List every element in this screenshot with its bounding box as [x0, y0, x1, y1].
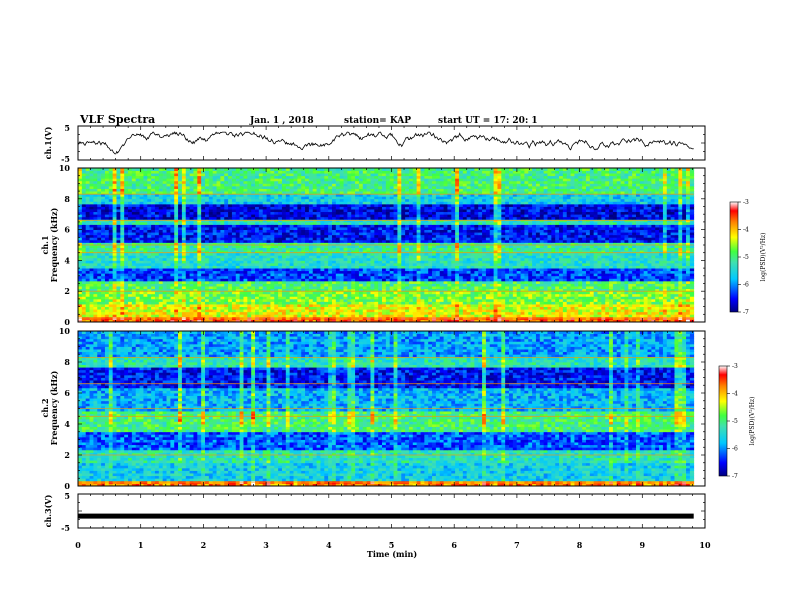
colorbar-tick-label: -4	[743, 227, 749, 234]
date-label: Jan. 1 , 2018	[249, 116, 314, 126]
ch1-spectrogram-panel: 0 2 4 6 8 10 ch.1 Frequency (kHz)	[40, 163, 706, 327]
frequency-tick-label: 4	[64, 419, 70, 429]
ch1-voltage-trace	[77, 131, 694, 155]
ch1-ylabel-channel: ch.1	[40, 235, 50, 254]
ch1-ytick-bottom: -5	[61, 154, 70, 164]
frequency-tick-label: 2	[64, 450, 70, 460]
time-tick-label: 10	[699, 540, 711, 550]
time-tick-label: 8	[577, 540, 583, 550]
ch2-colorbar-ticks: -3 -4 -5 -6 -7	[727, 363, 738, 480]
ch2-spectrogram-panel: 0 2 4 6 8 10 ch.2 Frequency (kHz)	[40, 326, 706, 491]
ch3-voltage-panel: 5 -5 ch.3(V)	[43, 491, 706, 533]
time-tick-label: 4	[326, 540, 332, 550]
time-tick-label: 6	[451, 540, 457, 550]
frequency-tick-label: 0	[64, 481, 70, 491]
ch1-spectrogram-image	[78, 168, 705, 323]
ch3-ylabel: ch.3(V)	[43, 494, 53, 527]
time-tick-label: 3	[263, 540, 269, 550]
frequency-tick-label: 2	[64, 286, 70, 296]
frequency-tick-label: 8	[64, 357, 70, 367]
time-tick-label: 5	[389, 540, 395, 550]
ch1-spectrogram-ticks	[77, 167, 706, 323]
ch3-ytick-top: 5	[64, 491, 70, 501]
time-tick-label: 7	[514, 540, 520, 550]
ch2-frequency-tick-labels: 0 2 4 6 8 10	[59, 326, 71, 491]
ch2-colorbar: -3 -4 -5 -6 -7 log(PSD)(V²/Hz)	[718, 363, 756, 480]
ch1-colorbar: -3 -4 -5 -6 -7 log(PSD)(V²/Hz)	[729, 199, 767, 316]
time-tick-label: 1	[138, 540, 144, 550]
frequency-tick-label: 10	[59, 163, 71, 173]
colorbar-tick-label: -5	[732, 418, 738, 425]
frequency-tick-label: 10	[59, 326, 71, 336]
ch1-ylabel: ch.1(V)	[43, 126, 53, 159]
ch1-ylabel-frequency: Frequency (kHz)	[49, 207, 59, 282]
colorbar-tick-label: -7	[743, 309, 749, 316]
time-tick-label: 9	[640, 540, 646, 550]
ch1-voltage-panel: 5 -5 ch.1(V)	[43, 123, 706, 164]
time-tick-label: 2	[201, 540, 207, 550]
ch1-colorbar-ticks: -3 -4 -5 -6 -7	[738, 199, 749, 316]
frequency-tick-label: 4	[64, 255, 70, 265]
ch3-ytick-bottom: -5	[61, 523, 70, 533]
ch1-frequency-tick-labels: 0 2 4 6 8 10	[59, 163, 71, 327]
colorbar-tick-label: -6	[732, 446, 738, 453]
ch2-ylabel-channel: ch.2	[40, 398, 50, 417]
ch3-voltage-trace	[78, 513, 694, 519]
colorbar-tick-label: -6	[743, 282, 749, 289]
ch2-spectrogram-ticks	[77, 330, 706, 487]
ch2-colorbar-label: log(PSD)(V²/Hz)	[749, 397, 756, 446]
ch2-spectrogram-image	[78, 331, 705, 487]
ch3-voltage-ticks	[77, 493, 706, 529]
station-label: station= KAP	[344, 116, 411, 126]
colorbar-tick-label: -5	[743, 254, 749, 261]
time-tick-label: 0	[75, 540, 81, 550]
ch1-colorbar-label: log(PSD)(V²/Hz)	[760, 233, 767, 282]
frequency-tick-label: 6	[64, 388, 70, 398]
ch1-ytick-top: 5	[64, 123, 70, 133]
colorbar-tick-label: -7	[732, 473, 738, 480]
time-axis-tick-labels: 0 1 2 3 4 5 6 7 8 9 10	[75, 540, 711, 550]
ch2-ylabel-frequency: Frequency (kHz)	[49, 370, 59, 445]
start-time-label: start UT = 17: 20: 1	[438, 116, 538, 126]
colorbar-tick-label: -3	[732, 363, 738, 370]
frequency-tick-label: 0	[64, 317, 70, 327]
frequency-tick-label: 8	[64, 194, 70, 204]
colorbar-tick-label: -4	[732, 391, 738, 398]
figure-title: VLF Spectra	[79, 113, 155, 126]
ch1-voltage-ticks	[77, 125, 706, 161]
frequency-tick-label: 6	[64, 225, 70, 235]
time-axis-label: Time (min)	[367, 549, 417, 559]
colorbar-tick-label: -3	[743, 199, 749, 206]
